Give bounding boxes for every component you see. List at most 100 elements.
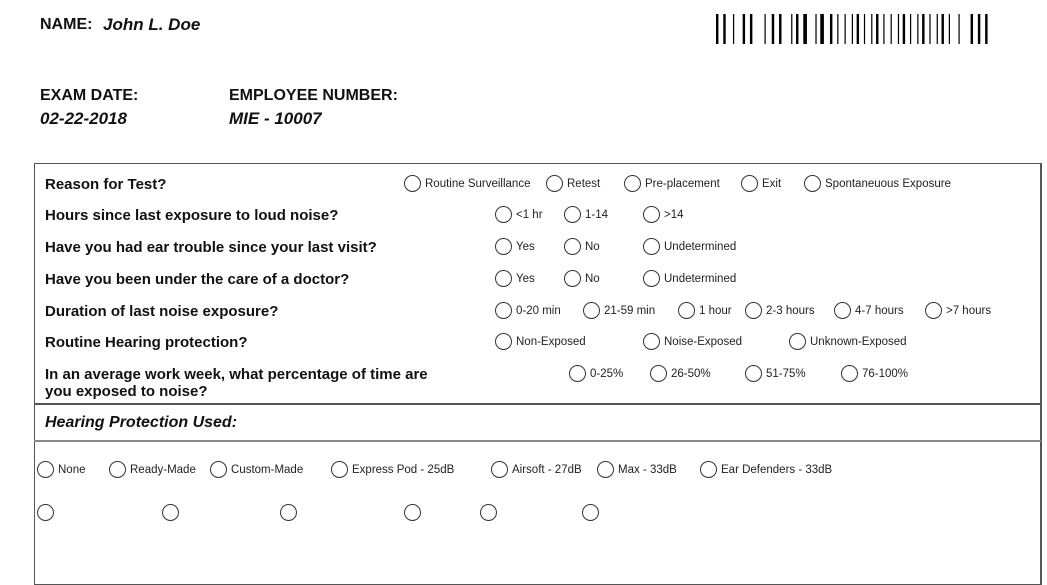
radio-option[interactable]: Pre-placement: [624, 175, 720, 192]
question-text: Duration of last noise exposure?: [45, 303, 279, 320]
question-text: Hours since last exposure to loud noise?: [45, 207, 339, 224]
radio-circle-icon[interactable]: [624, 175, 641, 192]
radio-option[interactable]: 51-75%: [745, 365, 806, 382]
name-label: NAME:: [40, 16, 93, 33]
radio-label: 4-7 hours: [855, 304, 904, 317]
radio-circle-icon[interactable]: [495, 238, 512, 255]
radio-circle-icon[interactable]: [834, 302, 851, 319]
radio-option[interactable]: <1 hr: [495, 206, 543, 223]
radio-label: >14: [664, 208, 684, 221]
radio-option[interactable]: Retest: [546, 175, 600, 192]
radio-option[interactable]: 26-50%: [650, 365, 711, 382]
radio-circle-icon[interactable]: [745, 302, 762, 319]
radio-option[interactable]: >7 hours: [925, 302, 991, 319]
barcode-bar: [876, 14, 879, 44]
barcode-bar: [732, 14, 735, 44]
radio-label: 21-59 min: [604, 304, 656, 317]
hearing-protection-option[interactable]: None: [37, 461, 86, 478]
employee-number-label: EMPLOYEE NUMBER:: [229, 87, 398, 104]
radio-circle-icon[interactable]: [495, 333, 512, 350]
radio-circle-icon[interactable]: [650, 365, 667, 382]
radio-option[interactable]: 76-100%: [841, 365, 908, 382]
barcode-bar: [929, 14, 931, 44]
radio-circle-icon[interactable]: [480, 504, 497, 521]
radio-circle-icon[interactable]: [643, 238, 660, 255]
radio-circle-icon[interactable]: [210, 461, 227, 478]
radio-option[interactable]: 4-7 hours: [834, 302, 904, 319]
radio-circle-icon[interactable]: [280, 504, 297, 521]
barcode-bar: [791, 14, 793, 44]
radio-circle-icon[interactable]: [643, 270, 660, 287]
barcode-bar: [941, 14, 944, 44]
radio-circle-icon[interactable]: [582, 504, 599, 521]
radio-circle-icon[interactable]: [583, 302, 600, 319]
hearing-protection-option[interactable]: Airsoft - 27dB: [491, 461, 582, 478]
radio-option[interactable]: Undetermined: [643, 270, 736, 287]
hearing-protection-option[interactable]: Ready-Made: [109, 461, 196, 478]
barcode-bar: [922, 14, 925, 44]
hearing-protection-option[interactable]: Express Pod - 25dB: [331, 461, 454, 478]
radio-circle-icon[interactable]: [495, 302, 512, 319]
radio-option[interactable]: >14: [643, 206, 684, 223]
radio-option[interactable]: Noise-Exposed: [643, 333, 742, 350]
radio-circle-icon[interactable]: [569, 365, 586, 382]
radio-circle-icon[interactable]: [109, 461, 126, 478]
radio-option[interactable]: Undetermined: [643, 238, 736, 255]
radio-option[interactable]: Exit: [741, 175, 781, 192]
radio-circle-icon[interactable]: [564, 206, 581, 223]
barcode-bar: [958, 14, 960, 44]
radio-circle-icon[interactable]: [564, 238, 581, 255]
radio-circle-icon[interactable]: [925, 302, 942, 319]
radio-option[interactable]: 1-14: [564, 206, 608, 223]
radio-circle-icon[interactable]: [37, 461, 54, 478]
barcode-bar: [917, 14, 919, 44]
radio-circle-icon[interactable]: [841, 365, 858, 382]
hearing-protection-option[interactable]: Max - 33dB: [597, 461, 677, 478]
radio-option[interactable]: 0-20 min: [495, 302, 561, 319]
radio-circle-icon[interactable]: [404, 504, 421, 521]
radio-circle-icon[interactable]: [678, 302, 695, 319]
radio-option[interactable]: Spontaneuous Exposure: [804, 175, 951, 192]
radio-label: Ready-Made: [130, 463, 196, 476]
radio-circle-icon[interactable]: [745, 365, 762, 382]
radio-circle-icon[interactable]: [495, 206, 512, 223]
radio-option[interactable]: Yes: [495, 270, 535, 287]
radio-option[interactable]: No: [564, 270, 600, 287]
radio-circle-icon[interactable]: [804, 175, 821, 192]
radio-circle-icon[interactable]: [495, 270, 512, 287]
radio-circle-icon[interactable]: [643, 206, 660, 223]
barcode-bar: [883, 14, 885, 44]
radio-circle-icon[interactable]: [37, 504, 54, 521]
radio-option[interactable]: Yes: [495, 238, 535, 255]
barcode-bar: [820, 14, 824, 44]
radio-option[interactable]: No: [564, 238, 600, 255]
radio-circle-icon[interactable]: [546, 175, 563, 192]
radio-option[interactable]: 0-25%: [569, 365, 623, 382]
hearing-protection-option[interactable]: Ear Defenders - 33dB: [700, 461, 832, 478]
radio-circle-icon[interactable]: [597, 461, 614, 478]
radio-option[interactable]: Routine Surveillance: [404, 175, 530, 192]
radio-label: No: [585, 272, 600, 285]
question-text: Have you had ear trouble since your last…: [45, 239, 377, 256]
radio-circle-icon[interactable]: [741, 175, 758, 192]
radio-circle-icon[interactable]: [564, 270, 581, 287]
radio-circle-icon[interactable]: [643, 333, 660, 350]
radio-option[interactable]: 1 hour: [678, 302, 732, 319]
barcode-bar: [985, 14, 988, 44]
radio-option[interactable]: 2-3 hours: [745, 302, 815, 319]
radio-circle-icon[interactable]: [789, 333, 806, 350]
radio-option[interactable]: Non-Exposed: [495, 333, 586, 350]
radio-circle-icon[interactable]: [700, 461, 717, 478]
hearing-protection-option[interactable]: Custom-Made: [210, 461, 303, 478]
barcode-bar: [803, 14, 807, 44]
barcode-bar: [977, 14, 981, 44]
radio-circle-icon[interactable]: [491, 461, 508, 478]
radio-option[interactable]: Unknown-Exposed: [789, 333, 907, 350]
radio-circle-icon[interactable]: [404, 175, 421, 192]
radio-circle-icon[interactable]: [162, 504, 179, 521]
name-value: John L. Doe: [103, 15, 201, 34]
radio-circle-icon[interactable]: [331, 461, 348, 478]
radio-option[interactable]: 21-59 min: [583, 302, 655, 319]
radio-label: 1-14: [585, 208, 609, 221]
question-2: Have you had ear trouble since your last…: [45, 239, 377, 256]
